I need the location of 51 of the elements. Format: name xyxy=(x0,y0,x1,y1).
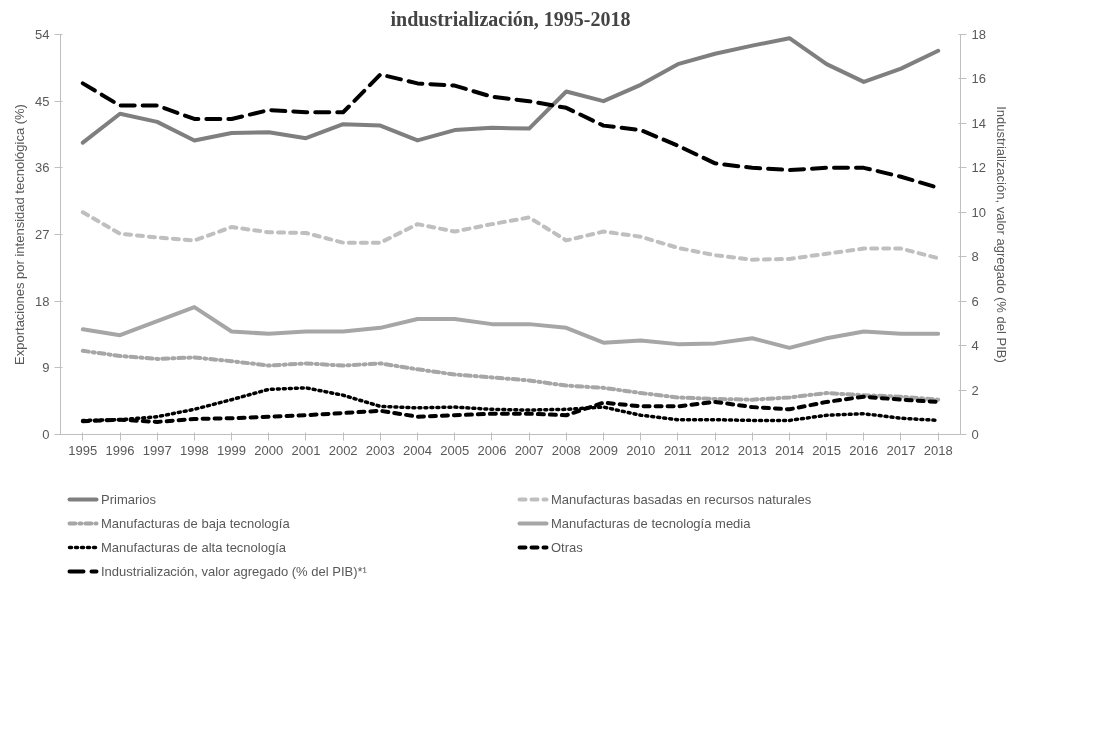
y-tick-label: 36 xyxy=(35,160,50,176)
y2-tick-label: 4 xyxy=(971,338,979,354)
legend-label: Manufacturas de baja tecnología xyxy=(101,516,291,531)
x-tick-label: 2017 xyxy=(886,442,916,458)
x-tick-label: 2001 xyxy=(291,442,321,458)
y-tick-label: 27 xyxy=(35,227,50,242)
y2-tick-label: 0 xyxy=(971,427,979,442)
legend-label: Manufacturas basadas en recursos naturales xyxy=(551,492,812,507)
x-tick-label: 1998 xyxy=(179,442,209,458)
legend-label: Manufacturas de tecnología media xyxy=(551,516,752,531)
x-tick-label: 2000 xyxy=(254,442,284,458)
y2-tick-label: 18 xyxy=(971,27,986,42)
y2-tick-label: 12 xyxy=(971,160,986,176)
x-tick-label: 1997 xyxy=(142,442,172,458)
x-tick-label: 1999 xyxy=(217,442,247,458)
y2-tick-label: 10 xyxy=(971,204,986,220)
x-tick-label: 2004 xyxy=(403,442,432,458)
legend-label: Industrialización, valor agregado (% del PIB)*¹ xyxy=(101,564,368,579)
legend-label: Primarios xyxy=(101,492,157,507)
x-tick-label: 2007 xyxy=(514,442,544,458)
x-tick-label: 2002 xyxy=(328,442,358,458)
x-tick-label: 2003 xyxy=(365,442,395,458)
x-tick-label: 2010 xyxy=(626,442,656,458)
y2-tick-label: 16 xyxy=(971,71,986,87)
x-tick-label: 2006 xyxy=(477,442,507,458)
x-tick-label: 2012 xyxy=(700,442,730,458)
y2-tick-label: 2 xyxy=(971,382,979,398)
y2-tick-label: 8 xyxy=(971,249,979,265)
x-tick-label: 2008 xyxy=(551,442,581,458)
x-tick-label: 2014 xyxy=(774,442,804,458)
x-tick-label: 2016 xyxy=(849,442,879,458)
y-tick-label: 18 xyxy=(35,293,50,309)
legend-label: Manufacturas de alta tecnología xyxy=(101,540,287,555)
y-tick-label: 9 xyxy=(42,360,50,376)
legend-label: Otras xyxy=(551,540,584,555)
x-tick-label: 2018 xyxy=(923,442,953,458)
x-tick-label: 2013 xyxy=(737,442,767,458)
chart-title: industrialización, 1995-2018 xyxy=(390,7,631,30)
y-axis-title: Exportaciones por intensidad tecnológica (%) xyxy=(12,104,28,365)
y-tick-label: 54 xyxy=(35,27,50,42)
x-tick-label: 2015 xyxy=(812,442,842,458)
x-tick-label: 2011 xyxy=(663,442,692,458)
x-tick-label: 2009 xyxy=(589,442,618,458)
y-tick-label: 0 xyxy=(42,427,50,442)
y2-tick-label: 6 xyxy=(971,293,979,309)
y2-tick-label: 14 xyxy=(971,115,986,131)
x-tick-label: 2005 xyxy=(440,442,470,458)
y2-axis-title: Industrialización, valor agregado (% del PIB) xyxy=(993,106,1009,363)
x-tick-label: 1996 xyxy=(105,442,135,458)
y-tick-label: 45 xyxy=(35,93,50,109)
x-tick-label: 1995 xyxy=(68,442,98,458)
